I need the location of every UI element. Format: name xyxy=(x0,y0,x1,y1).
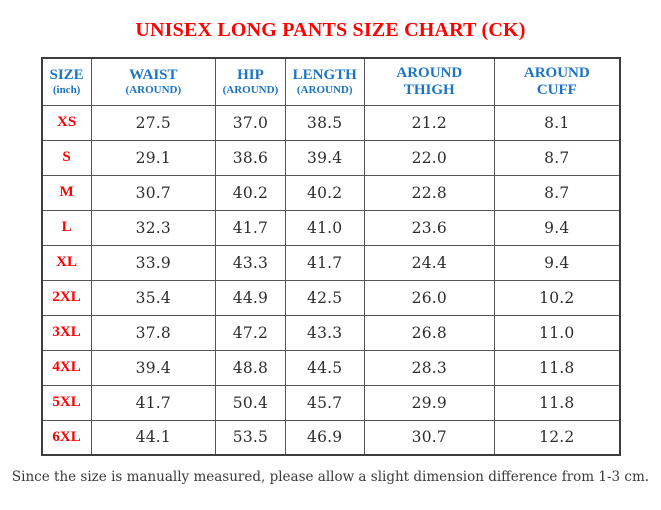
measurement-cell: 41.0 xyxy=(284,209,365,246)
measurement-cell: 28.3 xyxy=(363,349,496,386)
measurement-cell: 30.7 xyxy=(363,419,496,456)
size-label: S xyxy=(41,139,92,176)
measurement-cell: 39.4 xyxy=(284,139,365,176)
column-header-title: WAIST xyxy=(129,66,178,83)
measurement-cell: 9.4 xyxy=(494,244,620,281)
column-header-around-thigh: AROUND THIGH xyxy=(363,57,496,106)
column-header-subtitle: (AROUND) xyxy=(125,84,182,97)
measurement-cell: 30.7 xyxy=(90,174,216,211)
measurement-cell: 41.7 xyxy=(284,244,365,281)
measurement-cell: 8.7 xyxy=(494,174,620,211)
measurement-cell: 37.8 xyxy=(90,314,216,351)
column-header-subtitle: (AROUND) xyxy=(222,84,279,97)
column-header-title: SIZE xyxy=(49,66,84,83)
measurement-cell: 48.8 xyxy=(214,349,286,386)
measurement-cell: 43.3 xyxy=(214,244,286,281)
measurement-cell: 8.7 xyxy=(494,139,620,176)
size-label: 3XL xyxy=(41,314,92,351)
measurement-cell: 22.8 xyxy=(363,174,496,211)
size-label: XL xyxy=(41,244,92,281)
measurement-cell: 21.2 xyxy=(363,104,496,141)
measurement-cell: 35.4 xyxy=(90,279,216,316)
size-label: M xyxy=(41,174,92,211)
table-row: XL 33.9 43.3 41.7 24.4 9.4 xyxy=(41,244,620,281)
measurement-cell: 37.0 xyxy=(214,104,286,141)
measurement-cell: 43.3 xyxy=(284,314,365,351)
measurement-cell: 29.9 xyxy=(363,384,496,421)
table-row: 5XL 41.7 50.4 45.7 29.9 11.8 xyxy=(41,384,620,421)
measurement-cell: 26.8 xyxy=(363,314,496,351)
measurement-cell: 42.5 xyxy=(284,279,365,316)
measurement-cell: 22.0 xyxy=(363,139,496,176)
size-chart-table: SIZE (inch) WAIST (AROUND) HIP (AROUND) LENGTH… xyxy=(40,57,621,456)
measurement-cell: 50.4 xyxy=(214,384,286,421)
measurement-cell: 41.7 xyxy=(90,384,216,421)
measurement-cell: 44.9 xyxy=(214,279,286,316)
measurement-disclaimer: Since the size is manually measured, ple… xyxy=(11,469,650,485)
table-row: 2XL 35.4 44.9 42.5 26.0 10.2 xyxy=(41,279,620,316)
measurement-cell: 44.5 xyxy=(284,349,365,386)
measurement-cell: 44.1 xyxy=(90,419,216,456)
size-label: 6XL xyxy=(41,419,92,456)
column-header-title: AROUND xyxy=(396,64,463,81)
column-header-hip: HIP (AROUND) xyxy=(214,57,286,106)
measurement-cell: 11.8 xyxy=(494,349,620,386)
size-label: 4XL xyxy=(41,349,92,386)
measurement-cell: 9.4 xyxy=(494,209,620,246)
measurement-cell: 10.2 xyxy=(494,279,620,316)
column-header-length: LENGTH (AROUND) xyxy=(284,57,365,106)
column-header-around-cuff: AROUND CUFF xyxy=(494,57,620,106)
measurement-cell: 26.0 xyxy=(363,279,496,316)
measurement-cell: 27.5 xyxy=(90,104,216,141)
measurement-cell: 23.6 xyxy=(363,209,496,246)
table-row: 6XL 44.1 53.5 46.9 30.7 12.2 xyxy=(41,419,620,456)
column-header-subtitle: (inch) xyxy=(52,84,81,97)
measurement-cell: 33.9 xyxy=(90,244,216,281)
measurement-cell: 40.2 xyxy=(214,174,286,211)
column-header-size: SIZE (inch) xyxy=(41,57,92,106)
size-label: 2XL xyxy=(41,279,92,316)
measurement-cell: 8.1 xyxy=(494,104,620,141)
page-title: UNISEX LONG PANTS SIZE CHART (CK) xyxy=(135,19,526,41)
measurement-cell: 11.8 xyxy=(494,384,620,421)
table-row: S 29.1 38.6 39.4 22.0 8.7 xyxy=(41,139,620,176)
measurement-cell: 32.3 xyxy=(90,209,216,246)
table-body: XS 27.5 37.0 38.5 21.2 8.1 S 29.1 38.6 39.4 22.0 8.… xyxy=(41,104,620,456)
table-row: L 32.3 41.7 41.0 23.6 9.4 xyxy=(41,209,620,246)
measurement-cell: 53.5 xyxy=(214,419,286,456)
column-header-title: HIP xyxy=(237,66,264,83)
measurement-cell: 38.5 xyxy=(284,104,365,141)
column-header-title: AROUND xyxy=(523,64,590,81)
measurement-cell: 29.1 xyxy=(90,139,216,176)
table-row: XS 27.5 37.0 38.5 21.2 8.1 xyxy=(41,104,620,141)
size-label: XS xyxy=(41,104,92,141)
measurement-cell: 39.4 xyxy=(90,349,216,386)
size-label: 5XL xyxy=(41,384,92,421)
table-row: 3XL 37.8 47.2 43.3 26.8 11.0 xyxy=(41,314,620,351)
measurement-cell: 40.2 xyxy=(284,174,365,211)
column-header-title: LENGTH xyxy=(292,66,357,83)
measurement-cell: 46.9 xyxy=(284,419,365,456)
measurement-cell: 45.7 xyxy=(284,384,365,421)
table-row: M 30.7 40.2 40.2 22.8 8.7 xyxy=(41,174,620,211)
measurement-cell: 41.7 xyxy=(214,209,286,246)
header-row: SIZE (inch) WAIST (AROUND) HIP (AROUND) LENGTH… xyxy=(41,57,620,106)
column-header-subtitle: CUFF xyxy=(536,81,577,98)
column-header-subtitle: (AROUND) xyxy=(296,84,353,97)
measurement-cell: 24.4 xyxy=(363,244,496,281)
table-row: 4XL 39.4 48.8 44.5 28.3 11.8 xyxy=(41,349,620,386)
column-header-waist: WAIST (AROUND) xyxy=(90,57,216,106)
measurement-cell: 12.2 xyxy=(494,419,620,456)
column-header-subtitle: THIGH xyxy=(403,81,455,98)
measurement-cell: 47.2 xyxy=(214,314,286,351)
size-label: L xyxy=(41,209,92,246)
measurement-cell: 11.0 xyxy=(494,314,620,351)
measurement-cell: 38.6 xyxy=(214,139,286,176)
